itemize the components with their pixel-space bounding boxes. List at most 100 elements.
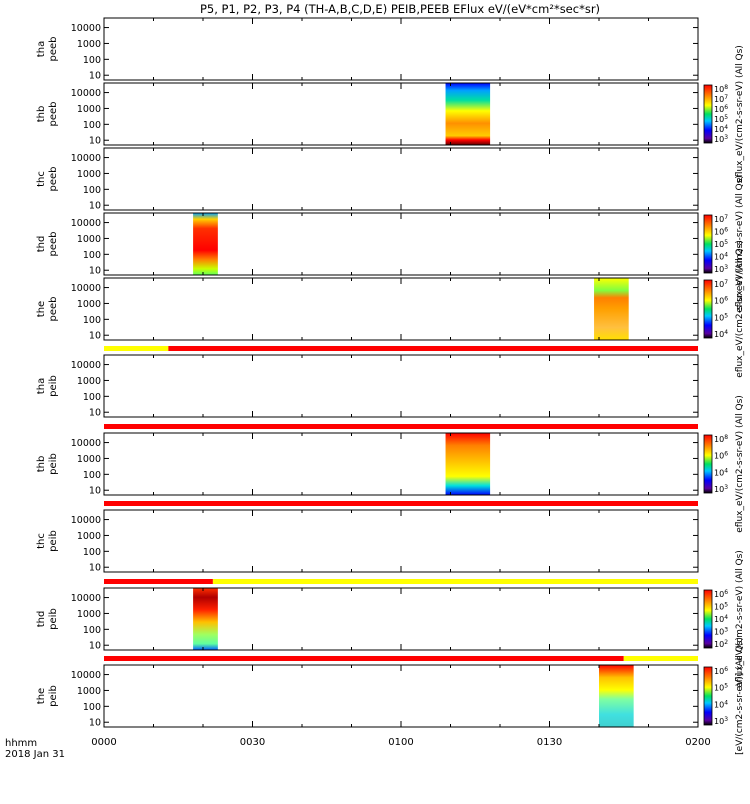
- colorbar-tick-label: 105: [714, 602, 728, 612]
- panel-label-probe: tha: [36, 41, 47, 57]
- colorbar-tick-label: 106: [714, 589, 728, 599]
- y-tick-label: 10000: [71, 218, 101, 229]
- y-tick-label: 1000: [77, 686, 101, 697]
- colorbar-label: eflux_eV/(cm2-s-sr-eV) (All Qs): [735, 175, 745, 313]
- spectrogram-block: [445, 433, 491, 495]
- panel-label-probe: tha: [36, 378, 47, 394]
- x-tick-label: 0100: [388, 737, 413, 748]
- colorbar-tick-label: 108: [714, 84, 728, 94]
- panel-frame: [103, 432, 699, 496]
- panel-label-probe: the: [36, 301, 47, 317]
- spectrogram-block: [599, 665, 634, 727]
- colorbar-tick-label: 108: [714, 434, 728, 444]
- panel-frame: [103, 354, 699, 418]
- colorbar-tick-label: 104: [714, 614, 728, 624]
- colorbar-tick-label: 103: [714, 716, 728, 726]
- mode-bar-segment: [104, 656, 624, 661]
- colorbar-tick-label: 105: [714, 239, 728, 249]
- y-tick-label: 100: [83, 547, 101, 558]
- x-tick-label: 0030: [240, 737, 265, 748]
- x-axis-row-label: hhmm: [5, 738, 37, 749]
- y-tick-label: 10: [89, 486, 101, 497]
- y-tick-label: 10000: [71, 88, 101, 99]
- y-tick-label: 100: [83, 250, 101, 261]
- panel-frame: [103, 147, 699, 211]
- colorbar-tick-label: 103: [714, 134, 728, 144]
- x-tick-label: 0200: [685, 737, 710, 748]
- panel-label-product: peib: [48, 453, 59, 475]
- y-tick-label: 10000: [71, 153, 101, 164]
- y-tick-label: 10: [89, 201, 101, 212]
- colorbar: [703, 84, 713, 144]
- panel-frame: [103, 509, 699, 573]
- colorbar-tick-label: 107: [714, 94, 728, 104]
- y-tick-label: 1000: [77, 454, 101, 465]
- colorbar: [703, 214, 713, 274]
- panel-frame: [103, 17, 699, 81]
- colorbar-label: eflux_eV/(cm2-s-sr-eV) (All Qs): [735, 550, 745, 688]
- colorbar-tick-label: 105: [714, 683, 728, 693]
- y-tick-label: 100: [83, 470, 101, 481]
- y-tick-label: 100: [83, 120, 101, 131]
- panel-0: 10000 1000 100 10 tha peeb: [36, 17, 699, 82]
- colorbar-tick-label: 103: [714, 484, 728, 494]
- colorbar-tick-label: 106: [714, 104, 728, 114]
- y-tick-label: 1000: [77, 299, 101, 310]
- colorbar-tick-label: 104: [714, 699, 728, 709]
- spectrogram-block: [193, 588, 218, 650]
- y-tick-label: 10: [89, 408, 101, 419]
- panel-5: 10000 1000 100 10 tha peib: [36, 354, 699, 419]
- y-tick-label: 100: [83, 625, 101, 636]
- colorbar-tick-label: 106: [714, 451, 728, 461]
- panel-label-product: peib: [48, 530, 59, 552]
- y-tick-label: 10000: [71, 515, 101, 526]
- colorbar: [703, 666, 713, 726]
- colorbar: [703, 279, 713, 339]
- y-tick-label: 100: [83, 702, 101, 713]
- colorbar-label: eflux_eV/(cm2-s-sr-eV) (All Qs): [735, 240, 745, 378]
- y-tick-label: 1000: [77, 376, 101, 387]
- spectrogram-block: [594, 278, 629, 340]
- y-tick-label: 10: [89, 331, 101, 342]
- mode-bar-segment: [104, 346, 169, 351]
- y-tick-label: 10: [89, 266, 101, 277]
- mode-bar-segment: [212, 579, 698, 584]
- spectrogram-block: [193, 213, 218, 275]
- spectrogram-block: [445, 83, 491, 145]
- panel-8: 10000 1000 100 10 thd peib 106 105 104 103 102 eflu…: [36, 550, 745, 688]
- y-tick-label: 1000: [77, 234, 101, 245]
- y-tick-label: 10: [89, 641, 101, 652]
- y-tick-label: 10000: [71, 23, 101, 34]
- colorbar-label: eflux_eV/(cm2-s-sr-eV) (All Qs): [735, 395, 745, 533]
- y-tick-label: 10000: [71, 438, 101, 449]
- colorbar-tick-label: 106: [714, 227, 728, 237]
- colorbar-tick-label: 106: [714, 666, 728, 676]
- y-tick-label: 1000: [77, 169, 101, 180]
- y-tick-label: 10000: [71, 593, 101, 604]
- panel-label-product: peeb: [48, 167, 59, 192]
- panel-label-product: peeb: [48, 297, 59, 322]
- y-tick-label: 10: [89, 71, 101, 82]
- colorbar-tick-label: 102: [714, 639, 728, 649]
- panel-6: 10000 1000 100 10 thb peib 108 106 104 103 eflux_e…: [36, 395, 745, 533]
- y-tick-label: 10: [89, 563, 101, 574]
- colorbar: [703, 434, 713, 494]
- y-tick-label: 1000: [77, 39, 101, 50]
- panel-label-probe: thb: [36, 106, 47, 123]
- colorbar-label: eflux_eV/(cm2-s-sr-eV) (All Qs): [735, 45, 745, 183]
- panel-label-product: peib: [48, 608, 59, 630]
- panel-label-product: peib: [48, 375, 59, 397]
- colorbar-tick-label: 105: [714, 114, 728, 124]
- colorbar-tick-label: 104: [714, 252, 728, 262]
- mode-bar-segment: [104, 579, 213, 584]
- y-tick-label: 1000: [77, 531, 101, 542]
- y-tick-label: 10000: [71, 360, 101, 371]
- panel-label-product: peeb: [48, 37, 59, 62]
- y-tick-label: 100: [83, 55, 101, 66]
- figure-title: P5, P1, P2, P3, P4 (TH-A,B,C,D,E) PEIB,P…: [200, 2, 600, 16]
- panel-label-probe: thc: [36, 171, 47, 187]
- panel-label-probe: thc: [36, 533, 47, 549]
- y-tick-label: 100: [83, 315, 101, 326]
